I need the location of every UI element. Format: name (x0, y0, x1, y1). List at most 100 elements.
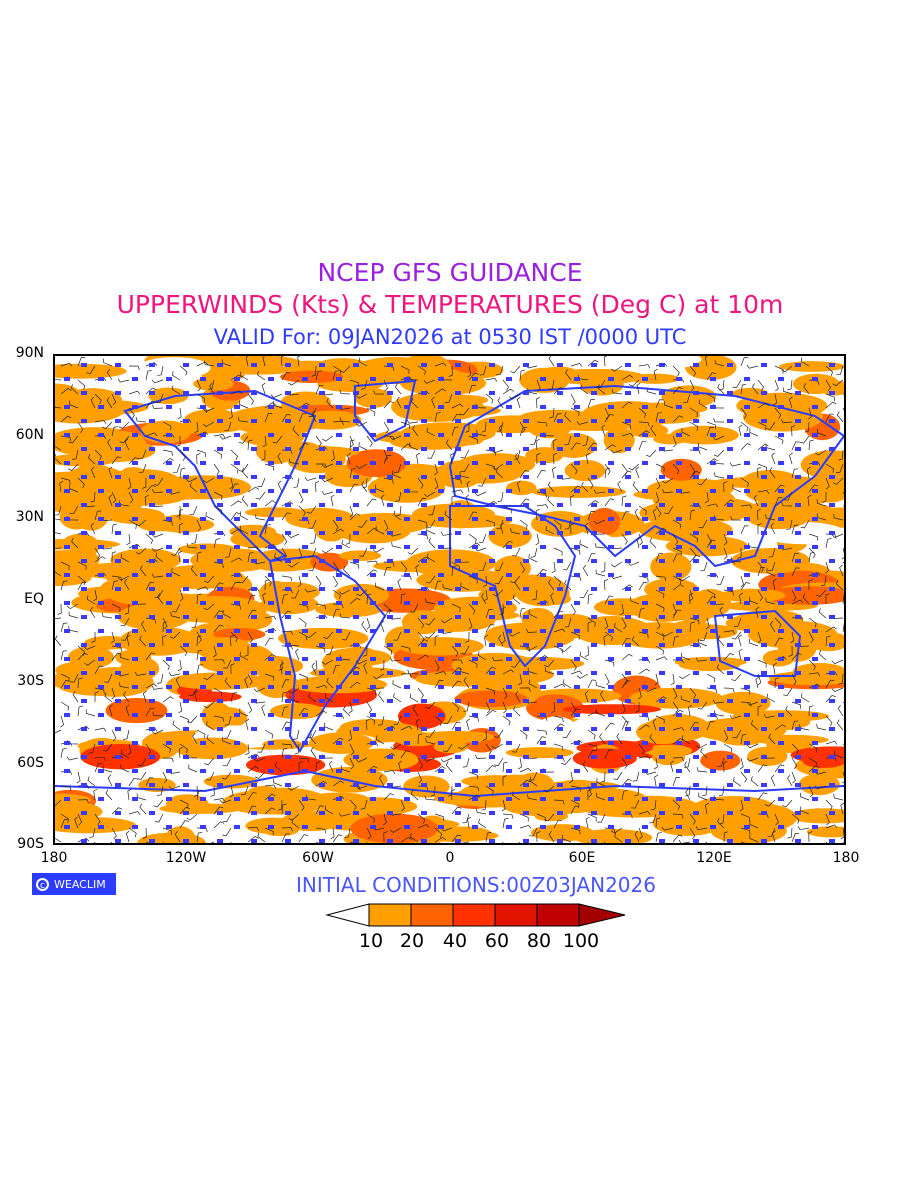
wind-barb (107, 438, 113, 451)
temperature-marker (183, 783, 189, 787)
temperature-marker (251, 839, 257, 843)
wind-barb (196, 379, 201, 392)
wind-barb (825, 593, 830, 605)
wind-barb (213, 821, 225, 829)
wind-barb (409, 442, 419, 451)
temperature-marker (778, 629, 784, 633)
wind-barb (553, 799, 565, 805)
wind-barb (774, 677, 780, 689)
temperature-marker (812, 545, 818, 549)
wind-barb (528, 679, 538, 689)
temperature-marker (710, 405, 716, 409)
wind-barb (313, 659, 318, 672)
temperature-marker (149, 363, 155, 367)
wind-shade (506, 480, 537, 496)
wind-barb (74, 816, 79, 829)
temperature-marker (421, 699, 427, 703)
temperature-marker (404, 713, 410, 717)
wind-shade (694, 717, 787, 742)
wind-barb (339, 365, 351, 373)
wind-barb (295, 648, 300, 661)
wind-barb (77, 477, 85, 489)
temperature-marker (268, 377, 274, 381)
wind-barb (551, 561, 556, 574)
wind-shade (70, 439, 144, 456)
temperature-marker (506, 545, 512, 549)
lon-label: 120E (696, 850, 732, 866)
wind-barb (825, 561, 829, 574)
wind-barb (485, 765, 497, 773)
temperature-marker (183, 643, 189, 647)
wind-barb (774, 407, 782, 419)
wind-barb (740, 771, 748, 783)
wind-shade (544, 368, 645, 385)
wind-barb (740, 733, 747, 745)
wind-barb (749, 820, 759, 829)
temperature-marker (693, 755, 699, 759)
wind-shade (245, 507, 306, 518)
wind-barb (393, 693, 402, 703)
wind-barb (241, 495, 249, 507)
wind-barb (145, 558, 158, 563)
wind-barb (699, 631, 708, 641)
wind-barb (451, 659, 463, 664)
wind-barb (262, 592, 267, 605)
wind-barb (502, 505, 512, 514)
temperature-marker (642, 433, 648, 437)
wind-barb (427, 449, 436, 459)
wind-barb (362, 645, 368, 657)
wind-barb (60, 715, 65, 728)
wind-barb (816, 723, 827, 731)
temperature-marker (710, 377, 716, 381)
temperature-marker (778, 377, 784, 381)
wind-barb (495, 468, 504, 479)
wind-barb (723, 481, 728, 493)
wind-barb (519, 729, 528, 740)
wind-barb (77, 575, 86, 586)
wind-barb (425, 729, 436, 738)
wind-barb (553, 645, 563, 654)
wind-barb (264, 673, 275, 681)
wind-barb (770, 774, 776, 787)
wind-barb (681, 652, 691, 661)
temperature-marker (727, 755, 733, 759)
wind-barb (477, 651, 487, 661)
wind-barb (746, 701, 759, 706)
wind-barb (306, 505, 317, 514)
temperature-marker (591, 643, 597, 647)
temperature-marker (812, 377, 818, 381)
wind-barb (196, 393, 206, 403)
wind-barb (417, 556, 429, 563)
wind-barb (712, 435, 725, 441)
wind-barb (162, 757, 174, 763)
wind-barb (378, 691, 385, 703)
wind-barb (519, 824, 532, 829)
wind-barb (315, 463, 327, 468)
wind-barb (451, 489, 464, 494)
temperature-marker (608, 517, 614, 521)
wind-shade (367, 473, 446, 503)
temperature-marker (217, 783, 223, 787)
wind-barb (498, 634, 504, 647)
wind-barb (655, 575, 667, 582)
wind-barb (145, 362, 158, 367)
wind-barb (77, 813, 83, 826)
wind-barb (502, 701, 507, 714)
temperature-marker (625, 447, 631, 451)
wind-barb (264, 413, 273, 423)
wind-barb (189, 482, 198, 493)
wind-shade (652, 809, 724, 836)
wind-barb (501, 606, 506, 619)
wind-barb (117, 378, 130, 383)
wind-barb (704, 491, 709, 504)
wind-barb (121, 631, 130, 641)
temperature-marker (183, 447, 189, 451)
wind-barb (757, 402, 770, 409)
temperature-marker (64, 629, 70, 633)
temperature-marker (234, 769, 240, 773)
wind-barb (611, 388, 623, 395)
temperature-marker (761, 811, 767, 815)
temperature-marker (574, 489, 580, 493)
temperature-marker (98, 629, 104, 633)
wind-barb (361, 621, 368, 633)
